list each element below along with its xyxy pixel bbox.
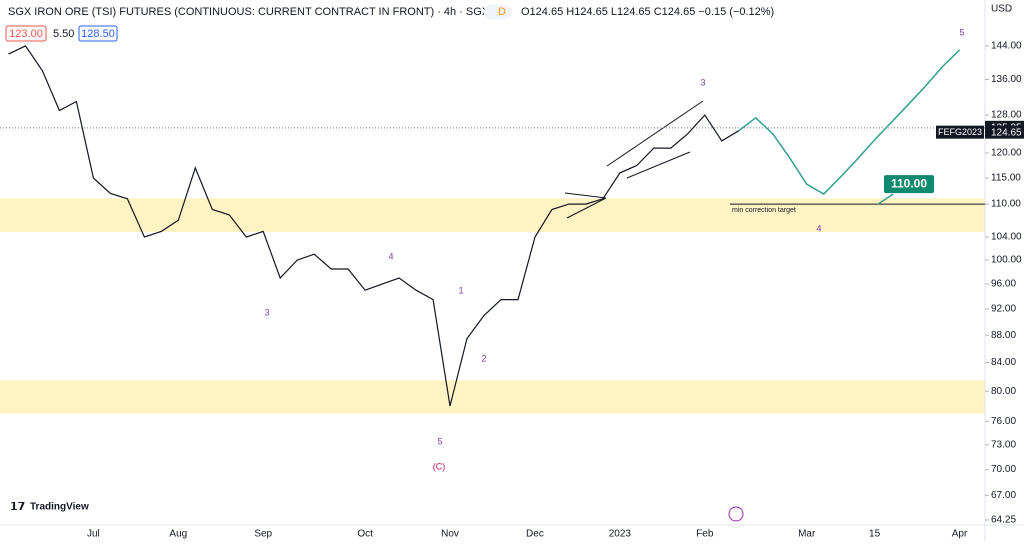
y-tick-label: 73.00: [991, 440, 1016, 451]
target-text: min correction target: [732, 207, 796, 214]
x-tick-label: Aug: [169, 529, 187, 540]
chart-title: SGX IRON ORE (TSI) FUTURES (CONTINUOUS: …: [8, 6, 490, 18]
zone: [0, 198, 985, 232]
y-tick-label: 100.00: [991, 255, 1022, 266]
channel: [626, 151, 691, 179]
wave-label: 1: [458, 285, 463, 295]
y-tick-label: 92.00: [991, 304, 1016, 315]
brand-icon: 𝟭𝟳: [10, 501, 25, 513]
zone: [0, 380, 985, 414]
y-tick-label: 104.00: [991, 232, 1022, 243]
x-tick-label: Nov: [441, 529, 459, 540]
y-tick-label: 96.00: [991, 279, 1016, 290]
ask-box: [78, 25, 118, 42]
x-tick-label: 15: [869, 529, 881, 540]
ohlc: O124.65 H124.65 L124.65 C124.65 −0.15 (−…: [521, 6, 774, 18]
wave-label: 3: [264, 307, 269, 317]
x-tick-label: Oct: [357, 529, 373, 540]
wave-label: 2: [481, 353, 486, 363]
x-tick-label: 2023: [609, 529, 632, 540]
y-tick-label: 84.00: [991, 357, 1016, 368]
wave-label: 5: [437, 436, 442, 446]
y-tick-label: 136.00: [991, 74, 1022, 85]
wave-label: 5: [959, 27, 964, 37]
price-tag: [985, 125, 1024, 139]
symbol-label: FEFG2023: [938, 127, 982, 137]
x-tick-label: Dec: [526, 529, 544, 540]
wave-label: (C): [433, 461, 446, 471]
target-pointer: [877, 193, 894, 205]
y-tick-label: 144.00: [991, 41, 1022, 52]
y-tick-label: 67.00: [991, 490, 1016, 501]
y-tick-label: 115.00: [991, 173, 1021, 184]
x-tick-label: Mar: [798, 529, 816, 540]
x-tick-label: Feb: [696, 529, 714, 540]
target-box: [884, 175, 934, 194]
badge: D: [498, 6, 506, 18]
x-tick-label: Apr: [952, 529, 968, 540]
channel: [606, 100, 704, 167]
triangle: [566, 197, 607, 219]
wave-label: 4: [816, 223, 821, 233]
target-label: 110.00: [891, 176, 927, 190]
spread: 5.50: [53, 28, 74, 40]
currency: USD: [991, 4, 1012, 15]
symbol-tag: [936, 125, 984, 139]
x-tick-label: Jul: [87, 529, 100, 540]
y-tick-label: 110.00: [991, 199, 1021, 210]
wave-label: 4: [388, 251, 393, 261]
event-icon: [728, 506, 744, 522]
triangle: [564, 192, 607, 199]
wave-label: 3: [700, 77, 705, 87]
y-tick-label: 64.25: [991, 515, 1016, 526]
y-tick-label: 120.00: [991, 148, 1022, 159]
x-tick-label: Sep: [254, 529, 272, 540]
y-tick-label: 80.00: [991, 386, 1016, 397]
bid: 123.00: [9, 28, 43, 40]
y-tick-label: 128.00: [991, 110, 1022, 121]
brand: TradingView: [30, 502, 89, 513]
bid-box: [5, 25, 47, 42]
y-tick-label: 88.00: [991, 330, 1016, 341]
series-line: [738, 49, 961, 195]
badge-bg: [484, 5, 512, 19]
y-tick-label: 70.00: [991, 464, 1016, 475]
price-label: 124.65: [991, 127, 1022, 138]
y-tick-label: 76.00: [991, 416, 1016, 427]
ask: 128.50: [81, 28, 115, 40]
series-line: [8, 45, 740, 407]
